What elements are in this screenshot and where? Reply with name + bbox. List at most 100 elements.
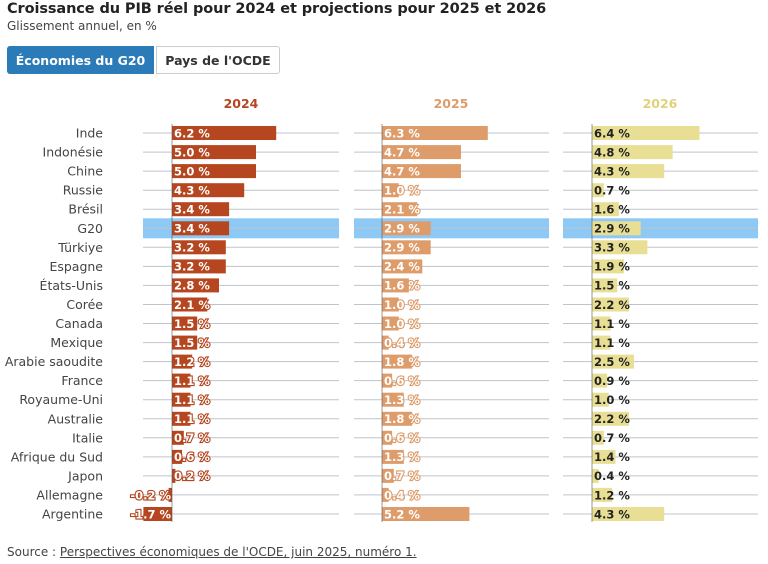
bar-2026 [592, 259, 624, 274]
bar-2026 [592, 240, 648, 255]
gdp-growth-chart: 2024 2025 2026 Inde 6.2 % 6.3 % 6.4 % Indonésie… [5, 96, 758, 522]
bar-2025 [382, 278, 409, 293]
data-label-2025: 4.7 % [384, 164, 420, 178]
tab-bar: Économies du G20 Pays de l'OCDE [7, 46, 280, 74]
data-label-2025: 0.4 % [384, 336, 420, 350]
data-label-2024: -0.2 % [130, 488, 171, 502]
category-label: Canada [55, 316, 103, 331]
source-link[interactable]: Perspectives économiques de l'OCDE, juin… [59, 545, 417, 559]
data-label-2025: 0.7 % [384, 469, 420, 483]
data-label-2025: 2.9 % [384, 241, 420, 255]
bar-2026 [592, 202, 619, 217]
bar-2025 [382, 411, 413, 426]
bar-2026 [592, 354, 634, 369]
bar-2025 [382, 392, 404, 407]
category-label: Royaume-Uni [19, 392, 103, 407]
data-label-2026: 4.3 % [594, 507, 630, 521]
bar-2024 [172, 316, 198, 331]
data-label-2025: 1.0 % [384, 298, 420, 312]
data-label-2024: 0.6 % [174, 450, 210, 464]
bar-2024 [172, 221, 230, 236]
data-label-2024: 2.1 % [174, 298, 210, 312]
category-label: Brésil [68, 202, 103, 217]
bar-2024 [172, 468, 176, 483]
bar-2025 [382, 259, 423, 274]
bar-2024 [172, 449, 183, 464]
data-label-2026: 2.9 % [594, 222, 630, 236]
tab-g20-economies[interactable]: Économies du G20 [7, 46, 154, 74]
data-label-2026: 1.9 % [594, 260, 630, 274]
data-label-2024: 5.0 % [174, 164, 210, 178]
data-label-2024: 1.5 % [174, 336, 210, 350]
bar-2024 [172, 126, 277, 140]
source-prefix: Source : [7, 545, 60, 559]
bar-2024 [172, 335, 198, 350]
bar-2025 [382, 183, 399, 198]
bar-2026 [592, 316, 611, 331]
category-label: Japon [67, 468, 103, 483]
data-label-2024: 1.1 % [174, 393, 210, 407]
bar-2026 [592, 507, 665, 521]
bar-2025 [382, 316, 399, 331]
category-label: Arabie saoudite [5, 354, 103, 369]
bar-2024 [172, 164, 256, 179]
data-label-2026: 4.3 % [594, 164, 630, 178]
data-label-2026: 1.6 % [594, 203, 630, 217]
bar-2026 [592, 430, 604, 445]
bar-2025 [382, 240, 431, 255]
data-label-2025: 6.3 % [384, 126, 420, 140]
category-label: Mexique [50, 335, 103, 350]
data-label-2025: 5.2 % [384, 507, 420, 521]
bar-2026 [592, 164, 665, 179]
data-label-2024: 3.4 % [174, 203, 210, 217]
data-label-2026: 0.7 % [594, 431, 630, 445]
data-label-2024: 1.1 % [174, 412, 210, 426]
category-label: États-Unis [40, 278, 103, 293]
data-label-2026: 1.4 % [594, 450, 630, 464]
bar-2025 [382, 297, 399, 312]
bar-2026 [592, 183, 604, 198]
bar-2026 [592, 278, 618, 293]
bar-2026 [592, 373, 608, 388]
bar-2024 [172, 411, 191, 426]
bar-2026 [592, 297, 629, 312]
category-label: Allemagne [36, 487, 103, 502]
category-label: Inde [76, 126, 104, 141]
bar-2025 [382, 449, 404, 464]
data-label-2026: 6.4 % [594, 126, 630, 140]
data-label-2024: 4.3 % [174, 184, 210, 198]
data-label-2026: 4.8 % [594, 145, 630, 159]
bar-2025 [382, 430, 393, 445]
data-label-2025: 1.0 % [384, 184, 420, 198]
bar-2026 [592, 468, 599, 483]
chart-title: Croissance du PIB réel pour 2024 et proj… [7, 1, 547, 17]
bar-2026 [592, 145, 673, 160]
category-label: Italie [72, 430, 103, 445]
bar-2024 [172, 145, 256, 160]
data-label-2026: 2.2 % [594, 412, 630, 426]
bar-2024 [172, 240, 226, 255]
category-label: Russie [63, 183, 104, 198]
category-label: Espagne [49, 259, 103, 274]
bar-2025 [382, 126, 488, 140]
category-label: Corée [66, 297, 103, 312]
bar-2024 [172, 373, 191, 388]
data-label-2025: 4.7 % [384, 145, 420, 159]
column-header-2024: 2024 [224, 96, 259, 111]
data-label-2024: 5.0 % [174, 145, 210, 159]
data-label-2025: 1.3 % [384, 393, 420, 407]
bar-2025 [382, 221, 431, 236]
bar-2026 [592, 392, 609, 407]
data-label-2026: 0.9 % [594, 374, 630, 388]
data-label-2024: 3.2 % [174, 241, 210, 255]
data-label-2024: 0.7 % [174, 431, 210, 445]
data-label-2026: 1.5 % [594, 279, 630, 293]
bar-2025 [382, 202, 418, 217]
category-label: Afrique du Sud [11, 449, 103, 464]
data-label-2025: 1.6 % [384, 279, 420, 293]
bar-2024 [172, 183, 245, 198]
data-label-2026: 1.1 % [594, 336, 630, 350]
bar-2024 [172, 297, 208, 312]
data-label-2025: 2.9 % [384, 222, 420, 236]
tab-oecd-countries[interactable]: Pays de l'OCDE [156, 46, 280, 74]
